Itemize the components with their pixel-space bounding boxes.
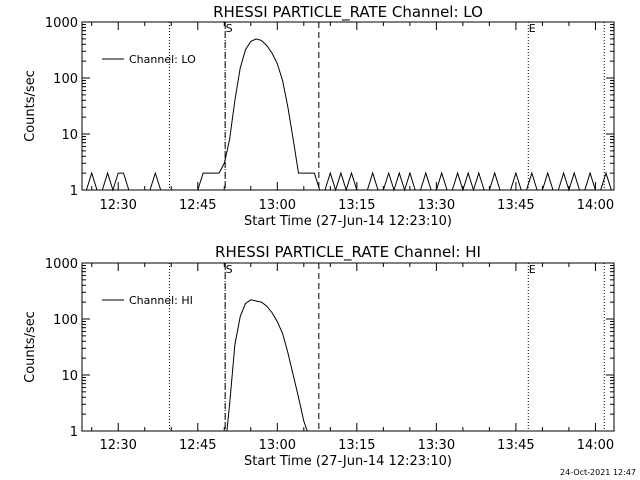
- y-tick-label: 100: [53, 313, 78, 328]
- x-tick-label: 14:00: [577, 438, 614, 453]
- plot-panel-hi: RHESSI PARTICLE_RATE Channel: HI 12:30 12:…: [23, 243, 615, 469]
- y-tick-label: 1: [70, 184, 78, 199]
- y-tick-label: 100: [53, 72, 78, 87]
- y-tick-label: 1000: [45, 16, 78, 31]
- x-tick-label: 12:30: [99, 438, 136, 453]
- interval-marker-label: E: [529, 263, 536, 276]
- y-axis-label: Counts/sec: [23, 311, 38, 383]
- chart-title: RHESSI PARTICLE_RATE Channel: LO: [213, 3, 483, 22]
- x-tick-label: 13:45: [497, 438, 534, 453]
- interval-marker-label: E: [529, 22, 536, 35]
- x-tick-label: 13:30: [418, 198, 455, 213]
- plot-frame: [81, 262, 615, 432]
- y-tick-label: 1000: [45, 257, 78, 272]
- x-tick-label: 13:45: [497, 198, 534, 213]
- x-tick-label: 13:00: [259, 198, 296, 213]
- x-tick-label: 12:45: [179, 438, 216, 453]
- x-tick-label: 13:15: [338, 438, 375, 453]
- series-line: [226, 299, 308, 432]
- legend-entry: Channel: LO: [129, 53, 196, 66]
- x-axis-label: Start Time (27-Jun-14 12:23:10): [244, 214, 452, 229]
- legend-entry: Channel: HI: [129, 294, 193, 307]
- plot-frame: [81, 21, 615, 191]
- interval-marker-label: S: [226, 263, 233, 276]
- x-tick-label: 12:30: [99, 198, 136, 213]
- x-tick-label: 13:30: [418, 438, 455, 453]
- plot-panel-lo: RHESSI PARTICLE_RATE Channel: LO 12:30 12:…: [23, 3, 615, 229]
- chart-title: RHESSI PARTICLE_RATE Channel: HI: [215, 243, 481, 262]
- y-axis-label: Counts/sec: [23, 70, 38, 142]
- x-tick-label: 13:00: [259, 438, 296, 453]
- series-line: [85, 38, 612, 192]
- interval-marker-label: S: [226, 22, 233, 35]
- y-tick-label: 1: [70, 425, 78, 440]
- y-tick-label: 10: [61, 369, 78, 384]
- x-axis-label: Start Time (27-Jun-14 12:23:10): [244, 454, 452, 469]
- y-tick-label: 10: [61, 128, 78, 143]
- x-tick-label: 12:45: [179, 198, 216, 213]
- generated-timestamp: 24-Oct-2021 12:47: [560, 468, 636, 477]
- x-tick-label: 13:15: [338, 198, 375, 213]
- x-tick-label: 14:00: [577, 198, 614, 213]
